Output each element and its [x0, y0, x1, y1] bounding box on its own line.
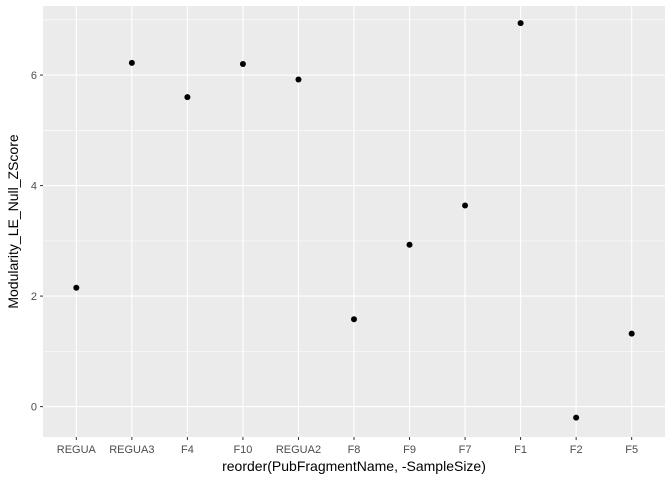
data-point: [573, 414, 580, 421]
y-tick-label: 2: [31, 291, 37, 303]
x-axis-title: reorder(PubFragmentName, -SampleSize): [222, 458, 486, 474]
x-tick-label: F10: [233, 444, 252, 456]
data-point: [184, 94, 191, 101]
x-tick-label: F5: [625, 444, 638, 456]
x-tick-label: F1: [514, 444, 527, 456]
data-point: [128, 59, 135, 66]
x-tick-label: F2: [570, 444, 583, 456]
y-axis-title: Modularity_LE_Null_ZScore: [5, 134, 21, 309]
x-axis-ticks: REGUA REGUA3 F4 F10 REGUA2 F8 F9 F7 F1 F2 F5: [57, 437, 638, 456]
data-point: [406, 241, 413, 248]
y-axis-ticks: 0 2 4 6: [31, 70, 43, 414]
x-tick-label: F8: [348, 444, 361, 456]
y-tick-label: 4: [31, 181, 37, 193]
data-point: [73, 284, 80, 291]
x-tick-label: REGUA3: [109, 444, 154, 456]
data-point: [239, 61, 246, 68]
data-points: [73, 20, 635, 421]
x-tick-label: F4: [181, 444, 194, 456]
data-point: [517, 20, 524, 27]
x-tick-label: F9: [403, 444, 416, 456]
x-tick-label: F7: [459, 444, 472, 456]
y-tick-label: 0: [31, 402, 37, 414]
major-gridlines: [43, 6, 665, 437]
y-tick-label: 6: [31, 70, 37, 82]
data-point: [295, 76, 302, 83]
x-tick-label: REGUA: [57, 444, 97, 456]
data-point: [462, 202, 469, 209]
x-tick-label: REGUA2: [276, 444, 321, 456]
data-point: [351, 316, 357, 323]
data-point: [628, 330, 635, 337]
